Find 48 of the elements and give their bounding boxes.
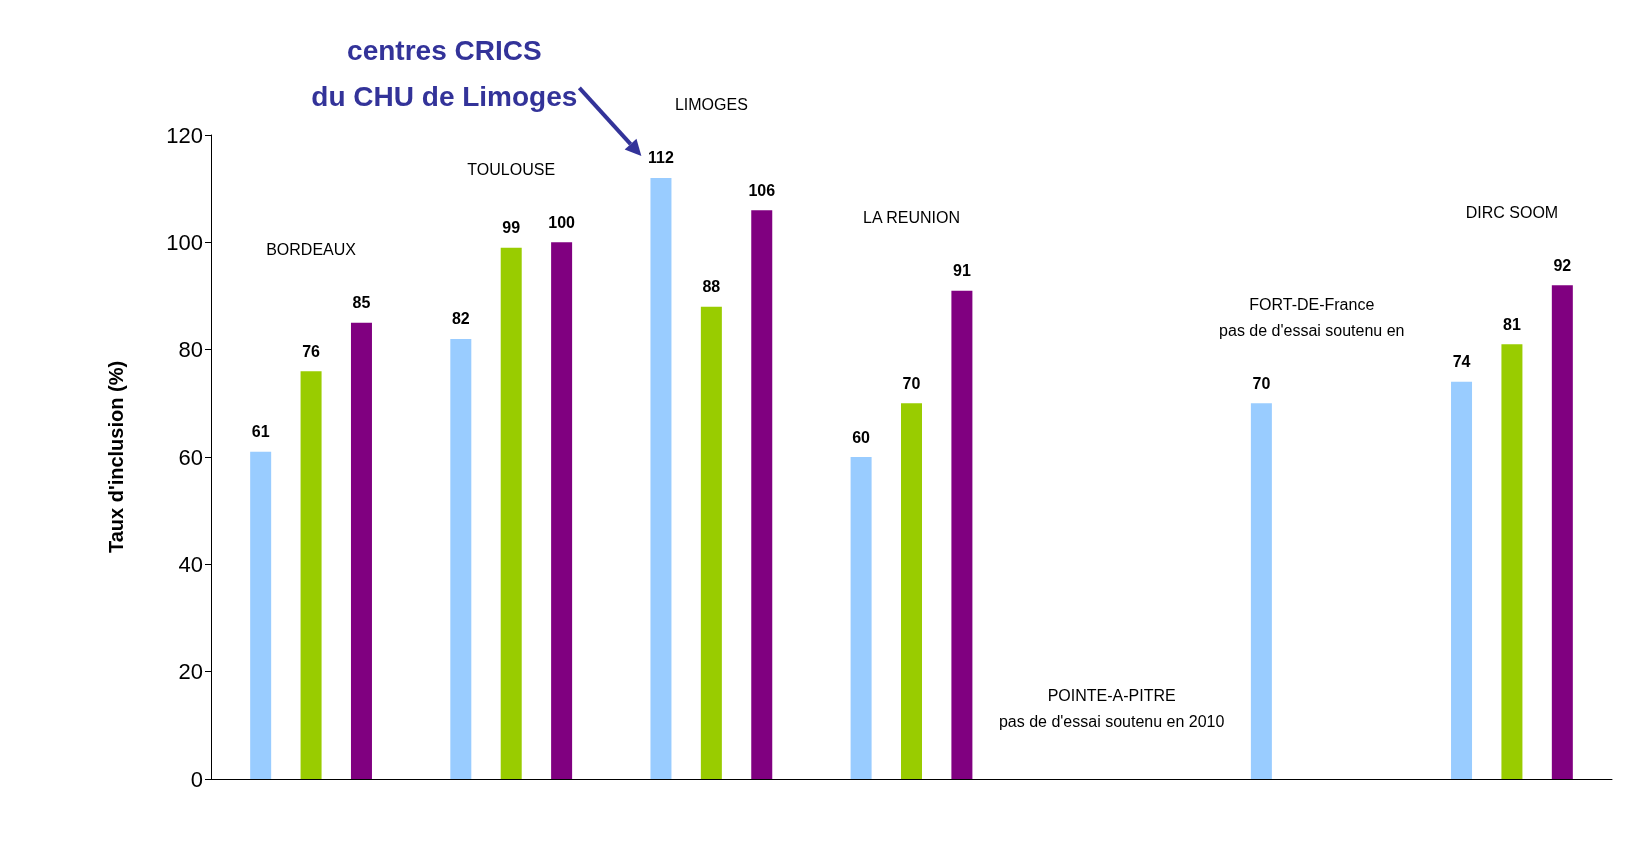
bar	[450, 338, 472, 779]
text: centres CRICS du CHU de Limoges	[311, 35, 578, 113]
bar	[1551, 285, 1573, 779]
bar	[1250, 403, 1272, 779]
data-label: 88	[702, 278, 721, 296]
bar	[551, 242, 573, 779]
annotation: DIRC SOOM	[1465, 203, 1559, 221]
bar	[951, 290, 973, 779]
annotation: FORT-DE-France pas de d'essai soutenu en	[1219, 295, 1405, 339]
y-tick-label: 100	[166, 229, 203, 255]
bar	[300, 371, 322, 779]
bar	[1501, 344, 1523, 779]
text: LIMOGES	[674, 96, 748, 114]
data-label: 106	[748, 181, 776, 199]
y-axis-title: Taux d'inclusion (%)	[105, 360, 127, 554]
y-tick-label: 80	[178, 337, 203, 363]
data-label: 92	[1553, 256, 1572, 274]
y-tick-label: 120	[166, 122, 203, 148]
annotation: BORDEAUX	[266, 241, 357, 259]
data-label: 82	[451, 310, 470, 328]
y-tick-label: 60	[178, 444, 203, 470]
data-label: 76	[302, 342, 321, 360]
data-label: 100	[548, 213, 576, 231]
bar	[850, 457, 872, 779]
bar	[901, 403, 922, 779]
y-tick-label: 0	[190, 766, 203, 792]
data-label: 70	[1252, 374, 1271, 392]
data-label: 85	[352, 294, 371, 312]
y-tick-label: 20	[178, 659, 203, 685]
data-label: 91	[953, 262, 971, 280]
data-label: 112	[648, 149, 674, 167]
data-label: 74	[1452, 353, 1471, 371]
bar	[751, 210, 773, 779]
bar	[1451, 381, 1473, 779]
bar	[650, 177, 672, 779]
annotation: LA REUNION	[863, 209, 960, 227]
bar	[250, 451, 272, 779]
bar	[700, 306, 722, 779]
bar	[350, 322, 372, 779]
y-tick-label: 40	[178, 551, 203, 577]
data-label: 60	[852, 428, 871, 446]
data-label: 61	[251, 423, 270, 441]
annotation: TOULOUSE	[467, 160, 556, 178]
data-label: 81	[1503, 315, 1521, 333]
bar	[500, 247, 522, 779]
annotation: POINTE-A-PITRE pas de d'essai soutenu en 2010	[998, 686, 1225, 730]
data-label: 99	[502, 219, 521, 237]
data-label: 70	[902, 374, 921, 392]
